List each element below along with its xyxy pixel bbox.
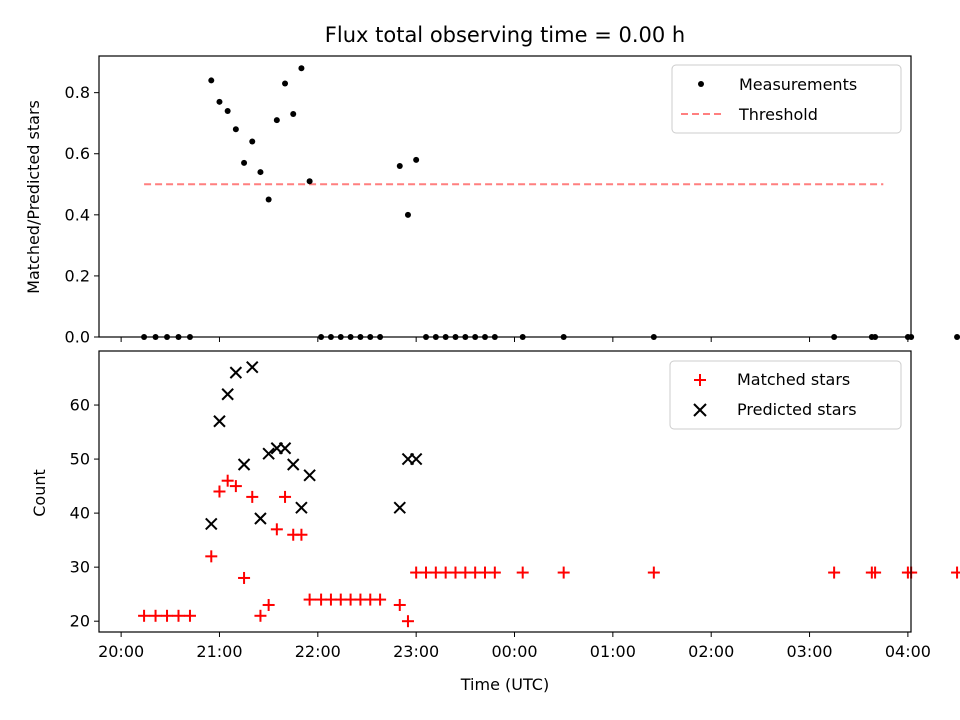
matched-stars-point: [279, 490, 292, 503]
measurement-point: [273, 117, 280, 124]
matched-stars-point: [149, 609, 162, 622]
predicted-stars-point: [278, 442, 292, 455]
matched-stars-point: [229, 480, 242, 493]
matched-stars-point: [828, 566, 841, 579]
x-tick-label: 02:00: [688, 642, 734, 661]
measurement-point: [224, 107, 231, 114]
predicted-stars-point: [205, 517, 218, 531]
matched-stars-point: [488, 566, 501, 579]
top-y-axis-label: Matched/Predicted stars: [24, 100, 43, 294]
matched-stars-point: [183, 609, 196, 622]
measurement-point: [290, 111, 297, 118]
x-tick-label: 22:00: [295, 642, 341, 661]
matched-stars-point: [262, 598, 275, 611]
predicted-stars-point: [237, 458, 251, 471]
matched-stars-point: [213, 485, 226, 498]
matched-stars-point: [172, 609, 185, 622]
legend-matched-label: Matched stars: [737, 370, 850, 389]
measurement-point: [241, 159, 248, 166]
measurement-point: [282, 80, 289, 87]
legend-measurements-marker: [698, 81, 704, 87]
predicted-stars-point: [287, 458, 300, 471]
y-tick-label: 60: [70, 396, 90, 415]
predicted-stars-point: [229, 366, 243, 379]
y-tick-label: 50: [70, 450, 90, 469]
y-tick-label: 0.4: [65, 205, 90, 224]
predicted-stars-point: [246, 361, 259, 374]
bottom-legend-box: [669, 360, 902, 430]
measurement-point: [232, 126, 239, 133]
x-tick-label: 21:00: [196, 642, 242, 661]
measurement-point: [208, 77, 215, 84]
matched-stars-point: [270, 523, 283, 536]
x-tick-label: 00:00: [491, 642, 537, 661]
matched-stars-point: [516, 566, 529, 579]
matched-stars-point: [647, 566, 660, 579]
bottom-y-axis-label: Count: [30, 469, 49, 517]
top-legend: Measurements Threshold: [671, 64, 902, 134]
x-axis-label: Time (UTC): [460, 675, 549, 694]
predicted-stars-point: [254, 512, 267, 525]
predicted-stars-point: [303, 469, 316, 482]
predicted-stars-point: [409, 452, 423, 466]
measurement-point: [404, 211, 411, 218]
predicted-stars-point: [213, 415, 226, 428]
measurement-point: [249, 138, 256, 145]
measurement-point: [413, 156, 420, 163]
y-tick-label: 30: [70, 558, 90, 577]
measurement-point: [265, 196, 272, 203]
matched-stars-point: [254, 609, 267, 622]
y-tick-label: 0.0: [65, 328, 90, 347]
matched-stars-point: [205, 550, 218, 563]
y-tick-label: 40: [70, 504, 90, 523]
chart-title: Flux total observing time = 0.00 h: [325, 23, 685, 47]
matched-stars-point: [374, 593, 387, 606]
measurement-point: [396, 162, 403, 169]
matched-stars-point: [869, 566, 882, 579]
matched-stars-point: [238, 571, 251, 584]
predicted-stars-point: [262, 447, 275, 460]
measurement-point: [954, 334, 960, 340]
top-legend-box: [671, 64, 902, 134]
y-tick-label: 0.8: [65, 83, 90, 102]
measurement-point: [306, 178, 313, 185]
bottom-axes-frame: [98, 350, 912, 633]
matched-stars-point: [161, 609, 174, 622]
matched-stars-point: [221, 474, 234, 487]
x-tick-label: 23:00: [393, 642, 439, 661]
predicted-stars-point: [221, 388, 234, 401]
y-tick-label: 20: [70, 612, 90, 631]
matched-stars-point: [295, 528, 308, 541]
matched-stars-point: [401, 615, 414, 628]
matched-stars-point: [138, 609, 151, 622]
matched-stars-point: [246, 490, 259, 503]
measurement-point: [257, 169, 264, 176]
legend-matched-marker: [694, 374, 706, 386]
legend-measurements-label: Measurements: [739, 75, 857, 94]
measurement-point: [216, 98, 223, 105]
predicted-stars-point: [393, 501, 406, 514]
matched-stars-point: [303, 593, 316, 606]
legend-predicted-label: Predicted stars: [737, 400, 857, 419]
matched-stars-point: [951, 566, 960, 579]
y-tick-label: 0.6: [65, 144, 90, 163]
x-tick-label: 01:00: [590, 642, 636, 661]
top-axes-frame: [98, 55, 912, 338]
y-tick-label: 0.2: [65, 266, 90, 285]
legend-predicted-marker: [693, 403, 707, 417]
predicted-stars-point: [295, 501, 308, 514]
x-tick-label: 20:00: [98, 642, 144, 661]
matched-stars-point: [557, 566, 570, 579]
bottom-legend: Matched stars Predicted stars: [669, 360, 902, 430]
measurement-point: [298, 65, 305, 72]
x-tick-label: 03:00: [786, 642, 832, 661]
x-tick-label: 04:00: [885, 642, 931, 661]
matched-stars-point: [393, 598, 406, 611]
legend-threshold-label: Threshold: [738, 105, 818, 124]
top-plot-area: 0.0 0.2 0.4 0.6 0.8: [65, 65, 960, 347]
bottom-plot-area: 20 30 40 50 60 20:00 21:00 22:00 23:00 00:00 01:00…: [70, 361, 960, 661]
